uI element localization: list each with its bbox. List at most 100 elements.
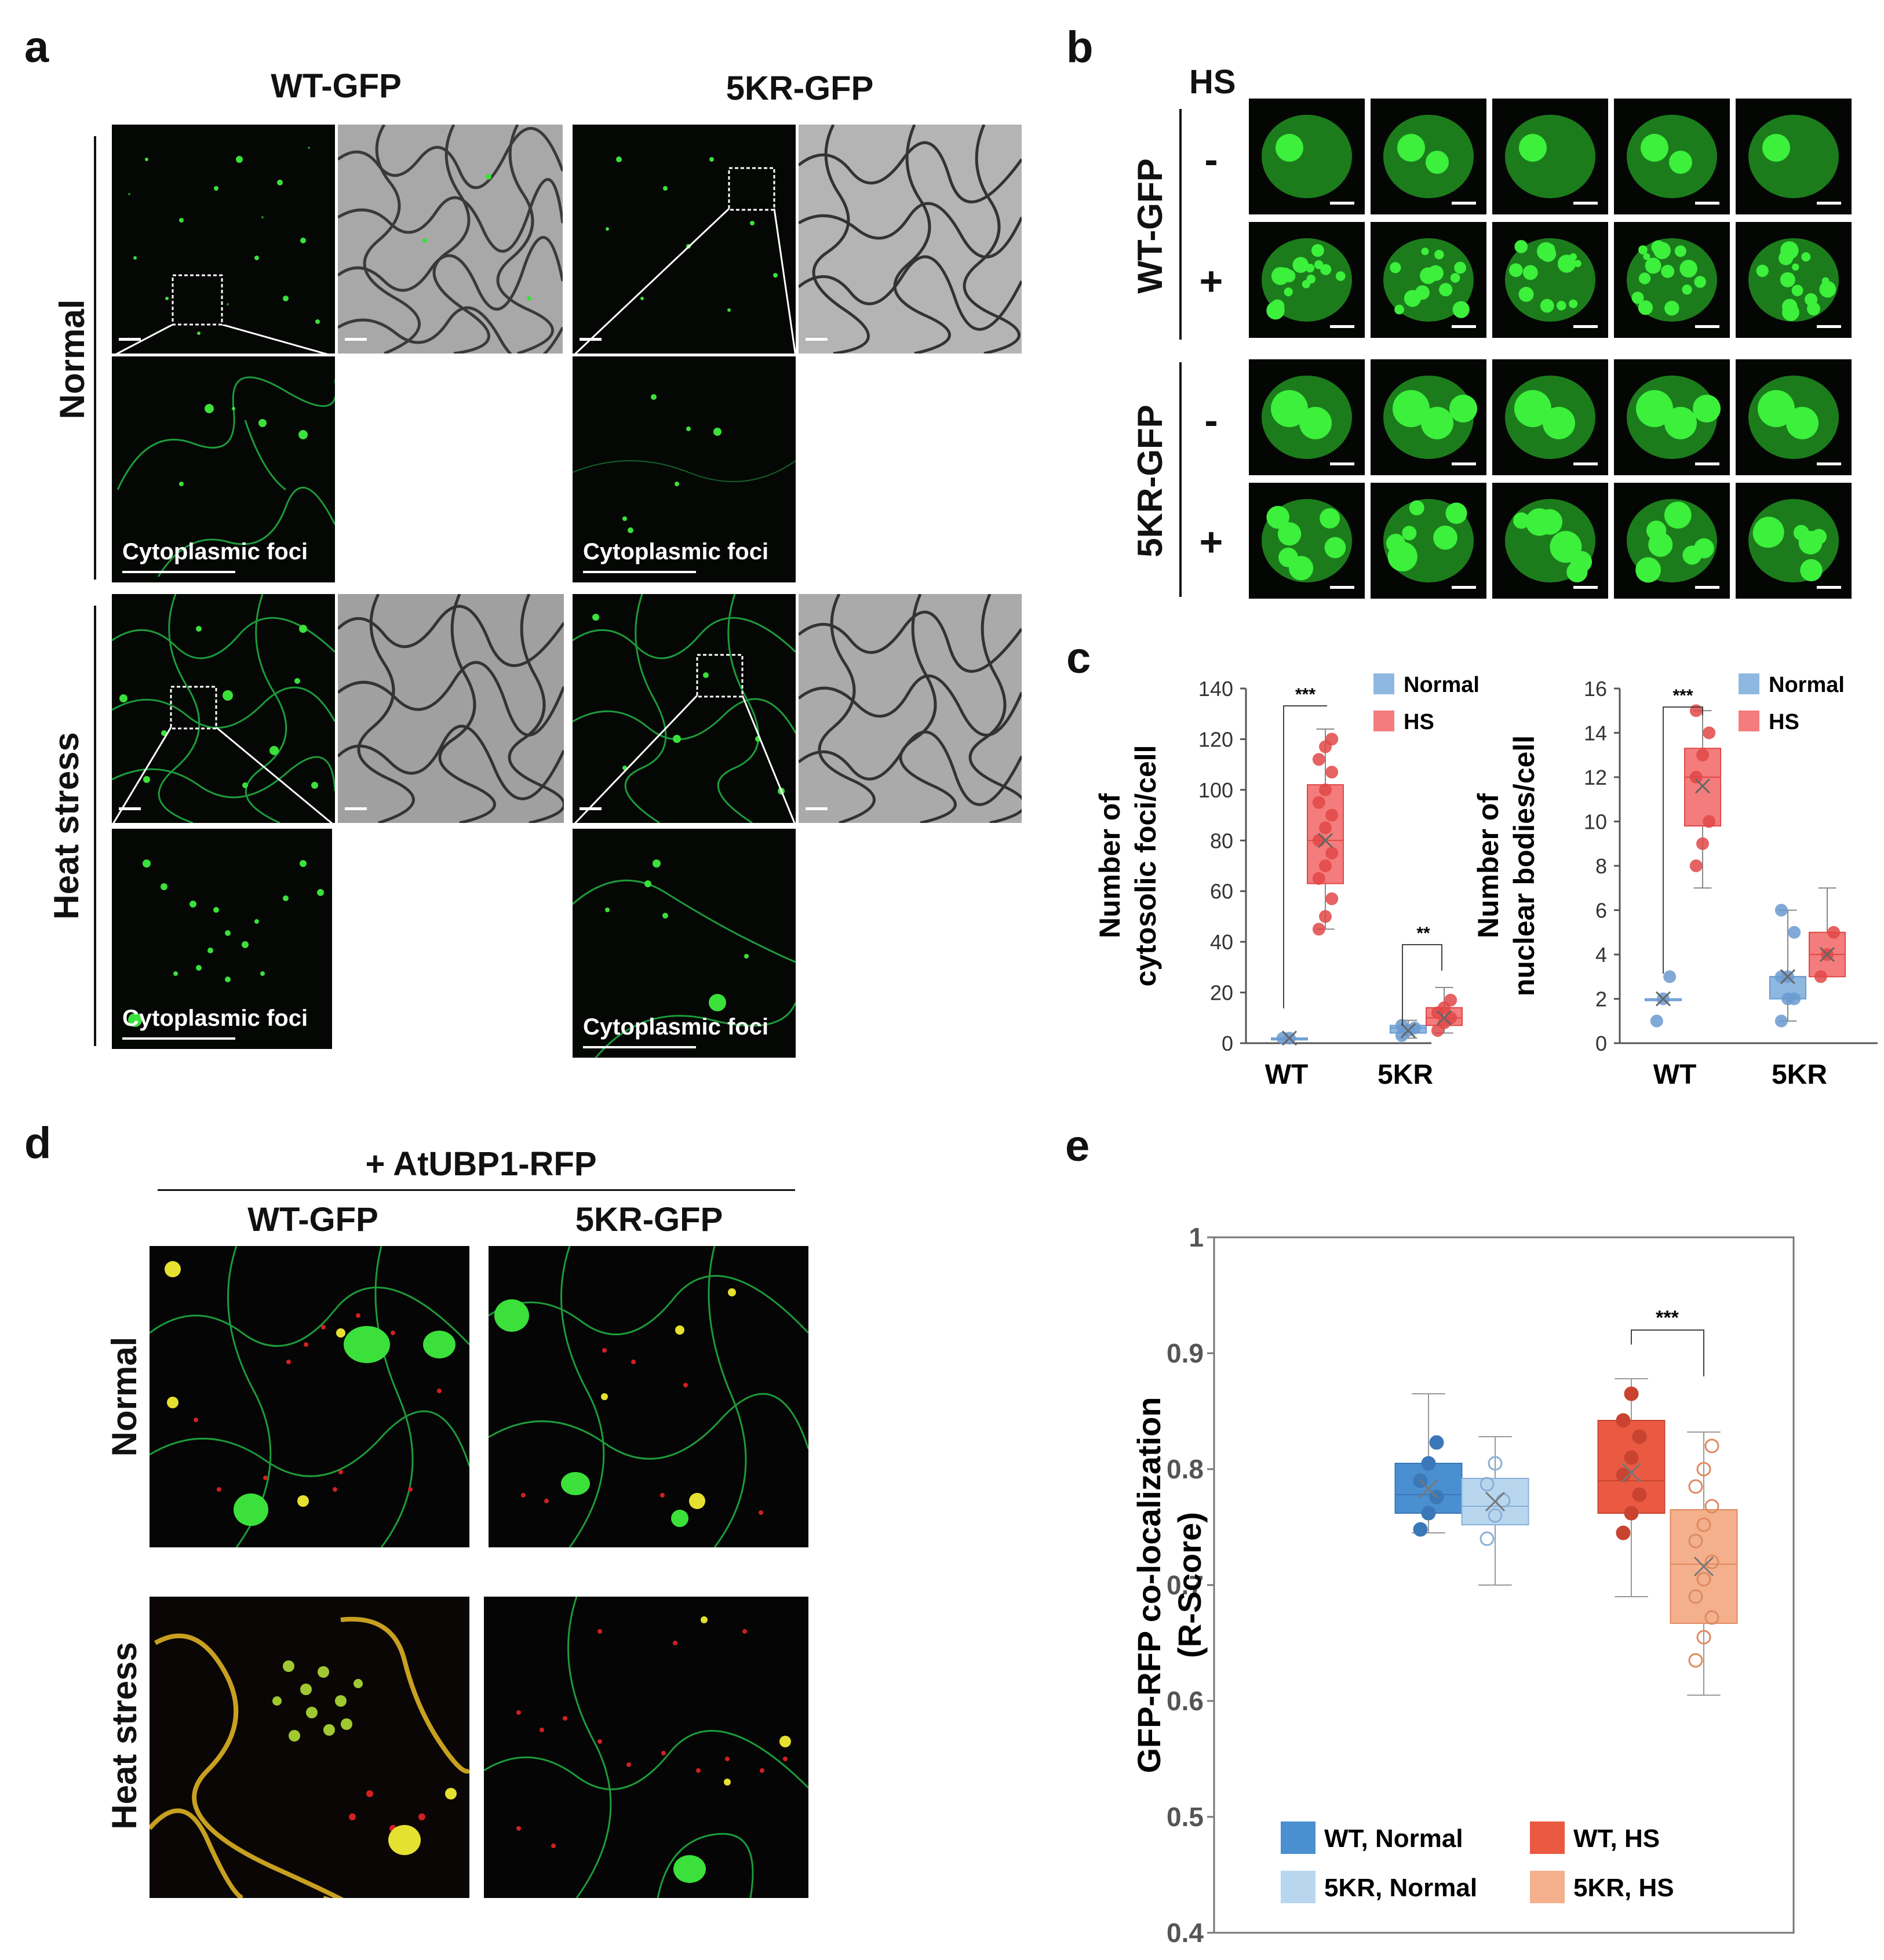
legend-swatch <box>1530 1821 1565 1854</box>
panel-b-wt-bracket <box>1179 109 1182 340</box>
data-point <box>1319 859 1332 872</box>
legend-swatch <box>1373 711 1394 731</box>
data-point <box>1624 1506 1639 1521</box>
nuclear-body <box>1278 267 1292 281</box>
panel-d-normal-5kr-merge <box>489 1246 808 1547</box>
significance-label: *** <box>1656 1307 1679 1329</box>
panel-b-genotype-wt: WT-GFP <box>1131 158 1169 294</box>
nuclear-body <box>1393 390 1430 427</box>
nuclear-body <box>1402 526 1417 541</box>
scale-bar <box>1330 325 1354 328</box>
data-point <box>1624 1450 1639 1465</box>
nuclear-body <box>1694 276 1706 288</box>
nuclear-body <box>1537 509 1563 535</box>
y-tick-label: 0.7 <box>1167 1570 1204 1600</box>
mean-marker <box>1693 1556 1714 1577</box>
nuclear-body <box>1669 151 1692 174</box>
nuclear-body <box>1544 244 1555 256</box>
nuclear-body <box>1306 264 1315 273</box>
data-point <box>1312 834 1325 847</box>
nuclear-body <box>1518 286 1534 302</box>
data-point <box>1703 726 1716 739</box>
y-tick-label: 0 <box>1222 1032 1233 1055</box>
y-axis-label: GFP-RFP co-localization (R-Score) <box>1136 1397 1208 1773</box>
mean-marker <box>1400 1023 1416 1039</box>
zoom-lines-a-heat-5kr <box>573 695 797 827</box>
legend-swatch <box>1281 1871 1315 1903</box>
nucleus-body <box>1748 115 1839 198</box>
gfp-foci-pattern <box>573 394 796 533</box>
mean-marker <box>1281 1030 1298 1046</box>
y-tick-label: 0.8 <box>1167 1454 1204 1484</box>
panel-d-heat-5kr-merge <box>484 1597 808 1898</box>
scale-bar <box>1817 586 1841 589</box>
panel-b-letter: b <box>1066 23 1094 72</box>
nuclear-body <box>1449 395 1477 422</box>
panel-a-heat-5kr-zoom: Cytoplasmic foci <box>573 829 796 1058</box>
panel-b-5kr-bracket <box>1179 362 1182 597</box>
data-point <box>1444 993 1457 1007</box>
y-tick-label: 1 <box>1189 1222 1204 1252</box>
nuclear-body <box>1823 286 1832 296</box>
data-point <box>1774 904 1788 917</box>
nuclear-body <box>1514 240 1528 253</box>
panel-d-normal-wt-merge <box>150 1246 469 1547</box>
nuclear-body <box>1445 502 1467 524</box>
scale-bar <box>1452 586 1476 589</box>
mean-marker <box>1819 946 1835 963</box>
data-point <box>1689 859 1703 872</box>
data-point <box>1319 783 1332 796</box>
nuclear-body <box>1762 134 1790 162</box>
data-point <box>1689 704 1703 717</box>
zoom-lines-a-heat-wt <box>112 727 336 827</box>
x-category-label: WT <box>1653 1059 1697 1090</box>
nuclear-body <box>1821 277 1830 285</box>
nuclear-body <box>1390 262 1401 274</box>
data-point <box>1624 1386 1639 1401</box>
legend-label: WT, HS <box>1573 1824 1660 1853</box>
y-tick-label: 0.6 <box>1167 1686 1204 1716</box>
scale-bar <box>1452 462 1476 465</box>
panel-a-caption-heat-wt: Cytoplasmic foci <box>122 1005 308 1031</box>
data-point <box>1421 1506 1436 1521</box>
mean-marker <box>1621 1462 1642 1483</box>
nuclear-body <box>1643 253 1650 260</box>
nuclear-body <box>1276 134 1303 162</box>
panel-a-heat-bracket <box>94 606 96 1046</box>
legend-label: WT, Normal <box>1324 1824 1463 1853</box>
y-tick-label: 8 <box>1595 854 1607 878</box>
nuclear-body <box>1574 260 1581 267</box>
nuclear-body <box>1324 537 1346 559</box>
nuclear-body <box>1682 285 1692 295</box>
legend-label: 5KR, Normal <box>1324 1874 1477 1902</box>
nuclear-body <box>1641 134 1668 162</box>
panel-a-row-title-heat: Heat stress <box>47 732 86 920</box>
data-point <box>1325 733 1339 746</box>
nuclear-body <box>1758 390 1795 427</box>
data-point <box>1616 1525 1631 1540</box>
scale-bar <box>1817 462 1841 465</box>
nuclear-body <box>1780 272 1795 287</box>
panel-b-sign-5kr-minus: - <box>1204 398 1218 443</box>
scale-bar <box>1573 325 1598 328</box>
panel-a-caption-normal-wt: Cytoplasmic foci <box>122 539 308 564</box>
y-tick-label: 0.9 <box>1167 1338 1204 1368</box>
data-point <box>1312 923 1325 936</box>
legend-swatch <box>1373 673 1394 694</box>
data-point <box>1688 1589 1703 1604</box>
y-tick-label: 120 <box>1198 727 1233 751</box>
nuclear-body <box>1805 293 1818 306</box>
nucleus-body <box>1262 115 1352 198</box>
panel-b-nucleus-grid <box>1249 99 1860 600</box>
y-tick-label: 100 <box>1198 778 1233 802</box>
nuclear-body <box>1454 261 1467 274</box>
scale-bar <box>1330 202 1354 205</box>
panel-a-normal-wt-brightfield <box>338 125 563 354</box>
panel-a-heat-wt-gfp-image <box>112 594 335 823</box>
epidermal-cells-pattern <box>799 594 1022 823</box>
nuclear-body <box>1426 151 1449 174</box>
y-axis-label: Number of cytosolic foci/cell <box>1094 745 1162 987</box>
data-point <box>1696 837 1709 850</box>
panel-b-svg <box>1249 99 1852 599</box>
nuclear-body <box>1679 260 1697 278</box>
